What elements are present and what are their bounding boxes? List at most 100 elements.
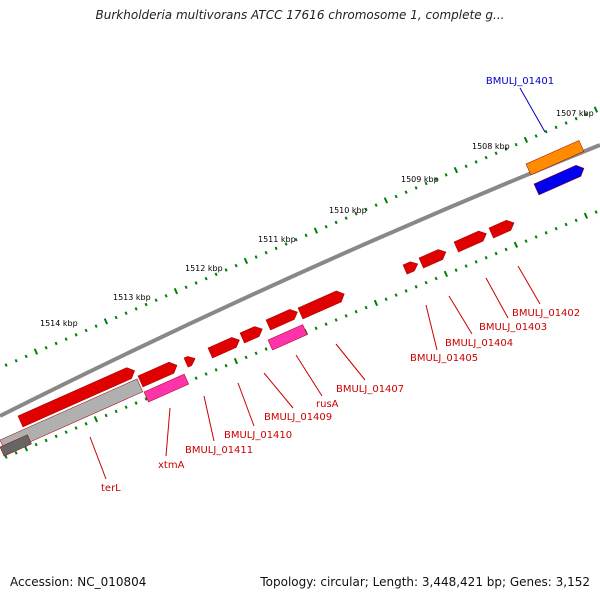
ring-tick [194,281,198,285]
ring-tick [374,203,378,207]
ring-tick [94,324,98,328]
ring-tick [84,422,88,426]
ring-tick [284,242,288,246]
cds-01411[interactable] [183,354,197,368]
cds-terL[interactable] [17,365,137,428]
ring-tick [354,309,358,314]
ring-tick [594,210,598,214]
gene-label[interactable]: BMULJ_01401 [486,76,554,87]
ring-tick [394,194,398,199]
ring-tick [313,227,319,234]
ring-tick [74,426,78,430]
cds-01410[interactable] [207,335,242,359]
cds-01402[interactable] [488,218,516,239]
ring-tick [574,218,578,223]
ring-tick [443,270,449,278]
ring-tick [513,241,519,248]
ring-tick [514,142,518,147]
ring-tick [444,173,448,177]
gene-label-group: BMULJ_01401 BMULJ_01402 BMULJ_01403 BMULJ_0… [89,76,580,494]
gene-leader-line [519,87,546,133]
gene-label[interactable]: BMULJ_01411 [185,445,253,456]
ring-tick [44,345,48,350]
grey-gene-dark[interactable] [0,434,32,457]
gene-label[interactable]: BMULJ_01405 [410,353,478,364]
cds-01404[interactable] [418,247,448,269]
ring-tick [64,430,68,434]
orange-feature[interactable] [525,140,585,176]
gene-label[interactable]: BMULJ_01402 [512,308,580,319]
gene-leader-line [263,372,294,409]
tick-label: 1510 kbp [329,206,367,215]
ring-tick [383,197,389,204]
gene-leader-line [203,395,215,442]
ring-tick [464,164,468,169]
ring-tick [204,372,208,376]
cds-01409[interactable] [239,324,265,344]
gene-label[interactable]: BMULJ_01409 [264,412,332,423]
ring-tick [254,255,258,259]
ring-tick [583,212,589,219]
gene-leader-line [335,343,366,381]
tick-label: 1511 kbp [258,235,296,244]
ring-tick [184,285,188,290]
ring-tick [233,357,239,365]
ring-tick [93,416,99,423]
ring-tick [534,235,538,239]
cds-xtmA[interactable] [137,360,179,388]
ring-tick [124,311,128,315]
ring-tick [64,337,68,341]
ring-tick [334,318,338,322]
cds-rusA[interactable] [265,307,300,331]
ring-tick [294,237,298,242]
ring-tick [4,363,8,367]
cds-01407[interactable] [297,288,347,320]
ring-tick [54,341,58,346]
gene-label[interactable]: xtmA [158,460,185,471]
gene-label[interactable]: BMULJ_01403 [479,322,547,333]
ring-tick [424,280,428,285]
ring-tick [484,155,488,160]
tick-label: 1513 kbp [113,293,151,302]
ring-tick [14,358,18,363]
ring-tick [84,328,88,333]
rna-feature[interactable] [143,373,190,403]
gene-label[interactable]: BMULJ_01407 [336,384,404,395]
ring-tick [24,354,28,359]
ring-tick [494,251,498,256]
cds-01401[interactable] [533,163,586,196]
rna-rusA[interactable] [267,324,308,351]
ring-tick [404,190,408,194]
ring-tick [104,413,108,418]
gene-label[interactable]: rusA [316,399,339,410]
ring-tick [534,134,538,138]
ring-tick [114,409,118,414]
ring-tick [44,438,48,443]
ring-tick [523,136,529,143]
ring-tick [404,289,408,293]
ring-tick [54,434,58,439]
ring-tick [414,285,418,289]
gene-label[interactable]: BMULJ_01410 [224,430,292,441]
ring-tick [344,216,348,220]
tick-label: 1514 kbp [40,319,78,328]
gene-label[interactable]: terL [101,483,121,494]
gene-leader-line [295,354,323,397]
accession-label: Accession: NC_010804 [10,575,147,589]
genome-summary-label: Topology: circular; Length: 3,448,421 bp… [260,575,590,589]
cds-01403[interactable] [453,229,489,253]
ring-tick [584,112,588,117]
ring-tick [324,224,328,229]
cds-01405[interactable] [402,259,420,275]
ring-tick [564,121,568,125]
gene-leader-line [517,265,541,305]
gene-label[interactable]: BMULJ_01404 [445,338,513,349]
outer-dotted-ring [4,106,599,367]
ring-tick [254,351,258,356]
ring-tick [384,297,388,302]
ring-tick [474,160,478,164]
ring-tick [14,451,18,455]
ring-tick [474,260,478,264]
ring-tick [134,401,138,405]
